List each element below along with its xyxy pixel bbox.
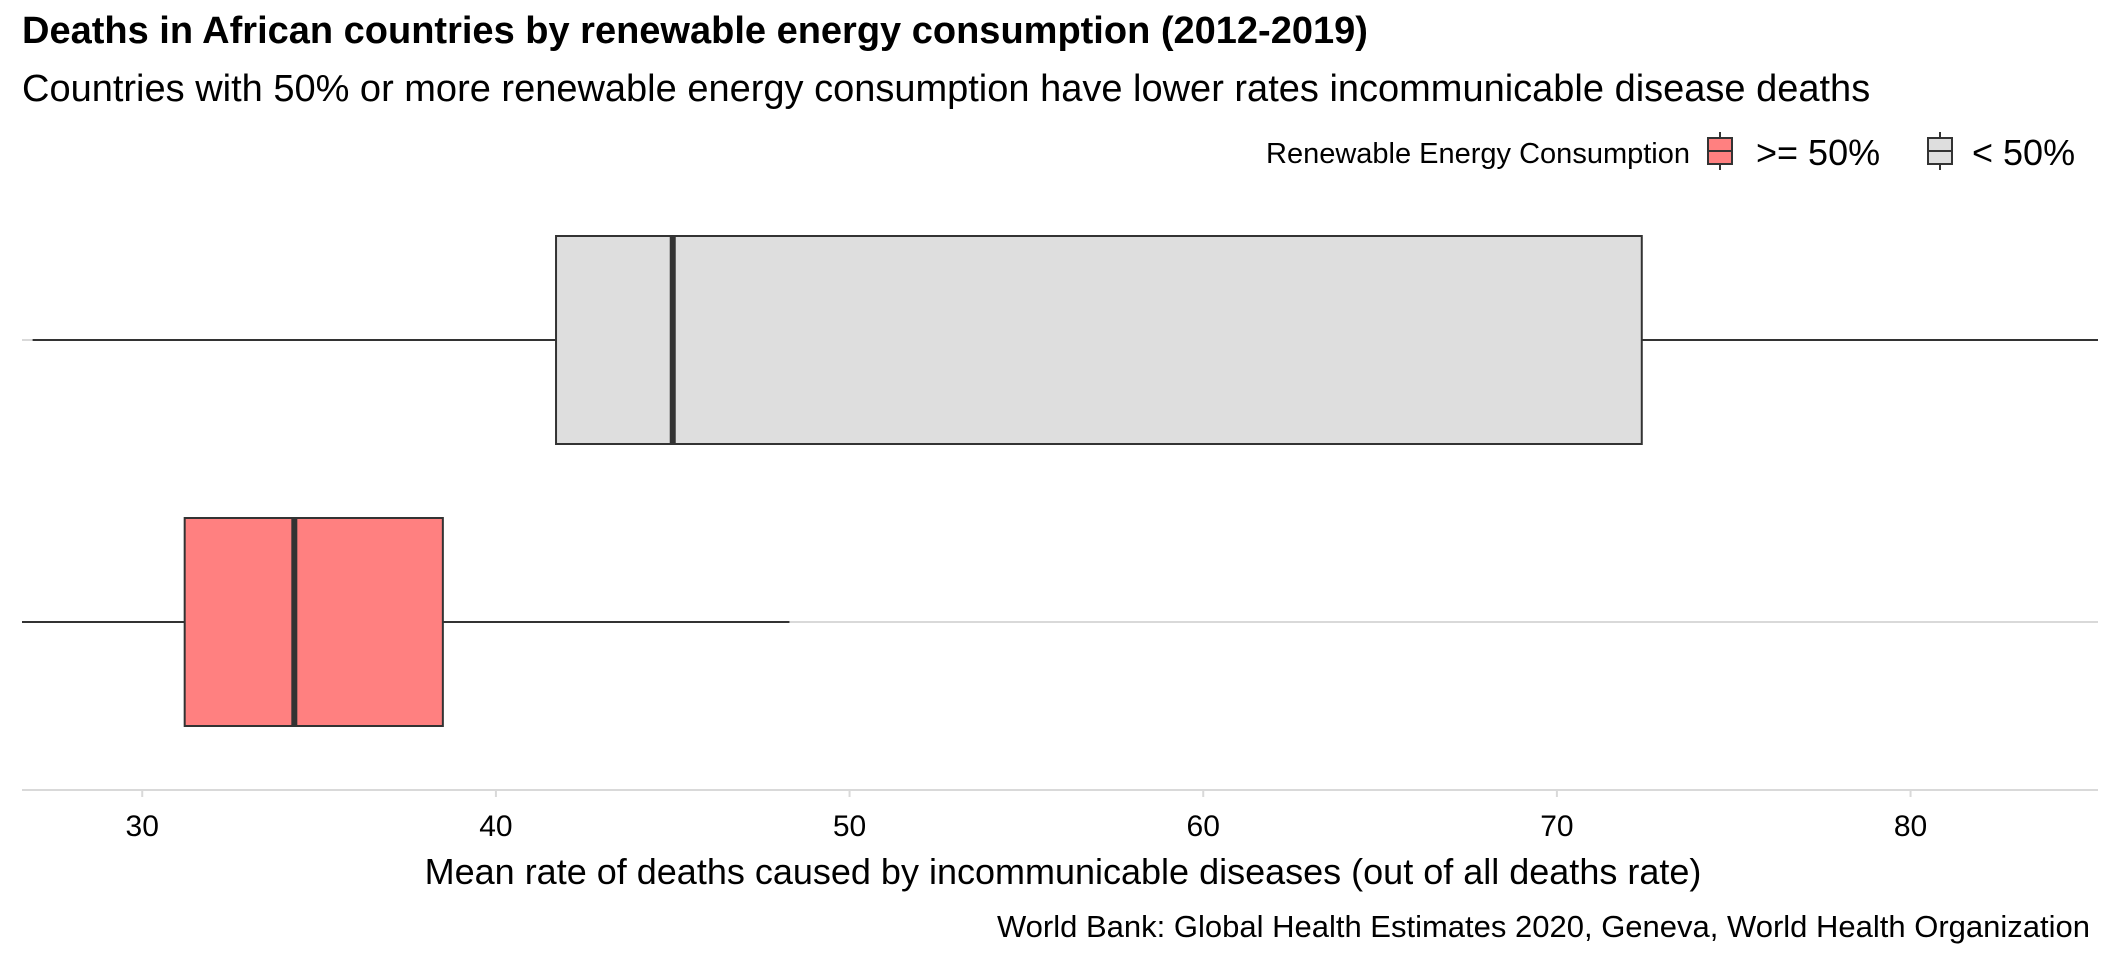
box-series-0 bbox=[22, 517, 790, 727]
legend-label-low: < 50% bbox=[1972, 132, 2075, 173]
x-tick-label-5: 80 bbox=[1894, 810, 1927, 843]
x-tick-label-0: 30 bbox=[126, 810, 159, 843]
x-axis-title: Mean rate of deaths caused by incommunic… bbox=[425, 851, 1702, 892]
chart-caption: World Bank: Global Health Estimates 2020… bbox=[997, 909, 2090, 944]
legend: Renewable Energy Consumption >= 50% < 50… bbox=[1266, 132, 2075, 173]
x-tick-label-3: 60 bbox=[1187, 810, 1220, 843]
box-0 bbox=[183, 517, 444, 727]
boxes bbox=[22, 235, 2098, 727]
legend-entry-high: >= 50% bbox=[1707, 132, 1880, 173]
box-series-1 bbox=[32, 235, 2098, 445]
plot-area: 30 40 50 60 70 80 bbox=[22, 235, 2098, 843]
x-tick-label-1: 40 bbox=[479, 810, 512, 843]
x-tick-label-2: 50 bbox=[833, 810, 866, 843]
x-tick-label-4: 70 bbox=[1540, 810, 1573, 843]
legend-entry-low: < 50% bbox=[1927, 132, 2075, 173]
box-1 bbox=[555, 235, 1643, 445]
legend-label-high: >= 50% bbox=[1756, 132, 1880, 173]
legend-title: Renewable Energy Consumption bbox=[1266, 138, 1690, 170]
chart-subtitle: Countries with 50% or more renewable ene… bbox=[22, 68, 1871, 110]
x-axis-ticks: 30 40 50 60 70 80 bbox=[126, 790, 1927, 843]
chart-title: Deaths in African countries by renewable… bbox=[22, 10, 1368, 52]
